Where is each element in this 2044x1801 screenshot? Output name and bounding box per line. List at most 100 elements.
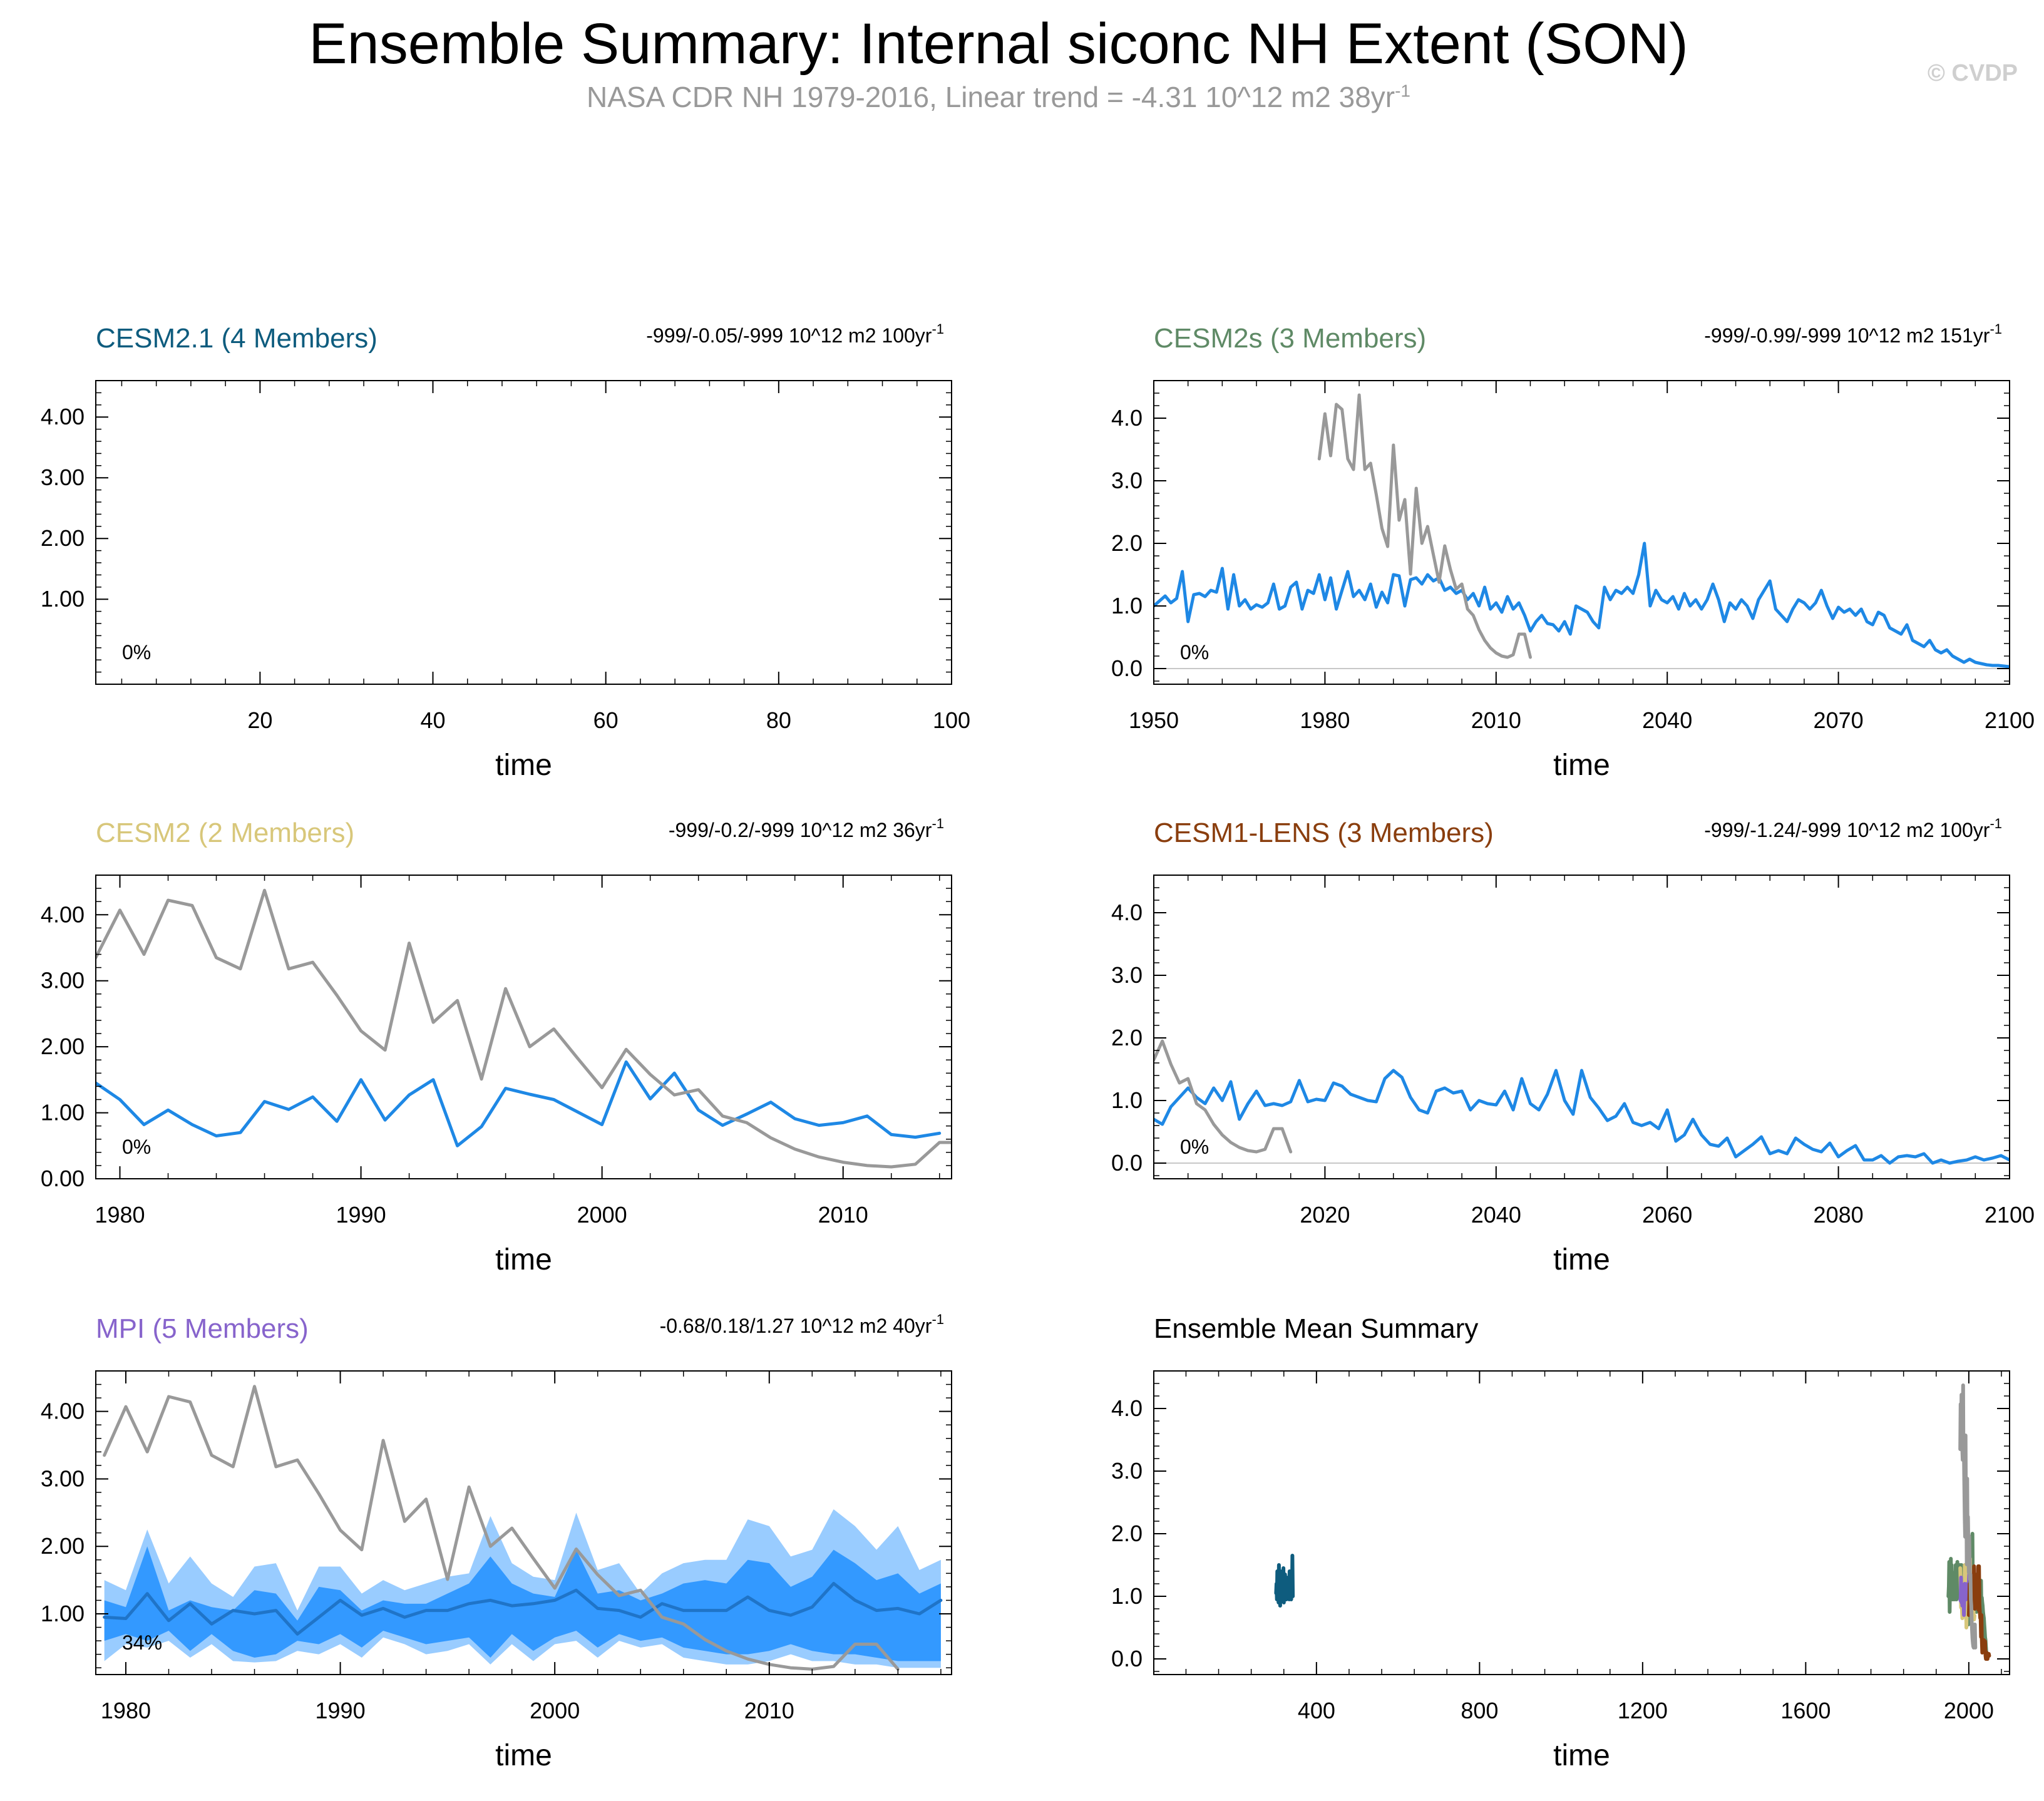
subtitle-text: NASA CDR NH 1979-2016, Linear trend = -4…: [586, 81, 1395, 113]
y-tick-label: 1.0: [1111, 593, 1143, 618]
x-tick-label: 40: [420, 707, 445, 733]
x-tick-label: 2010: [818, 1202, 868, 1228]
trend-exponent: -1: [1990, 321, 2002, 337]
y-tick-label: 3.00: [41, 968, 85, 993]
y-tick-label: 3.00: [41, 1465, 85, 1491]
y-tick-label: 2.00: [41, 1533, 85, 1559]
trend-exponent: -1: [932, 1311, 944, 1327]
x-axis-label: time: [1553, 1739, 1610, 1772]
y-tick-label: 4.0: [1111, 900, 1143, 925]
trend-label: -999/-0.99/-999 10^12 m2 151yr-1: [1704, 321, 2002, 347]
y-tick-label: 3.0: [1111, 468, 1143, 493]
y-tick-label: 4.0: [1111, 1395, 1143, 1421]
x-tick-label: 2010: [744, 1698, 794, 1723]
trend-label: -999/-1.24/-999 10^12 m2 100yr-1: [1704, 816, 2002, 841]
plot-area: [96, 888, 952, 1169]
series-line-nasa-cdr-nh: [103, 1385, 900, 1671]
figure-subtitle: NASA CDR NH 1979-2016, Linear trend = -4…: [0, 80, 1997, 114]
y-tick-label: 4.00: [41, 404, 85, 429]
plot-frame: [1153, 380, 2010, 685]
plot-frame: [1153, 1370, 2010, 1675]
percent-label: 0%: [1180, 641, 1209, 664]
x-tick-label: 1980: [95, 1202, 145, 1228]
plot-frame: [95, 1370, 952, 1675]
trend-value: -999/-0.99/-999 10^12 m2 151yr: [1704, 324, 1990, 347]
panel-mpi: MPI (5 Members) -0.68/0.18/1.27 10^12 m2 …: [41, 1311, 952, 1772]
x-tick-label: 1990: [316, 1698, 366, 1723]
y-tick-label: 2.00: [41, 525, 85, 551]
plot-area: [1274, 1383, 1991, 1661]
series-line-ensemble-mean: [1154, 541, 2010, 669]
subtitle-exponent: -1: [1395, 81, 1411, 101]
x-tick-label: 2080: [1814, 1202, 1864, 1228]
panel-title: MPI (5 Members): [96, 1313, 309, 1344]
x-tick-label: 20: [247, 707, 272, 733]
x-tick-label: 2000: [1944, 1698, 1994, 1723]
percent-label: 0%: [122, 1136, 151, 1158]
x-tick-label: 2100: [1985, 1202, 2035, 1228]
x-tick-label: 1990: [336, 1202, 386, 1228]
y-tick-label: 3.0: [1111, 1458, 1143, 1484]
panel-lens: CESM1-LENS (3 Members) -999/-1.24/-999 10…: [1111, 816, 2035, 1276]
plot-frame: [95, 875, 952, 1179]
x-tick-label: 2100: [1985, 707, 2035, 733]
panel-title: CESM2 (2 Members): [96, 818, 354, 848]
y-tick-label: 1.00: [41, 1601, 85, 1626]
percent-label: 0%: [122, 641, 151, 664]
y-tick-label: 2.0: [1111, 530, 1143, 556]
panel-cesm21: CESM2.1 (4 Members) -999/-0.05/-999 10^12…: [41, 321, 970, 782]
panel-title: CESM2s (3 Members): [1154, 323, 1426, 354]
y-tick-label: 4.00: [41, 901, 85, 927]
x-tick-label: 2060: [1642, 1202, 1692, 1228]
panel-title: Ensemble Mean Summary: [1154, 1313, 1478, 1344]
trend-value: -0.68/0.18/1.27 10^12 m2 40yr: [660, 1315, 932, 1337]
y-tick-label: 2.00: [41, 1034, 85, 1059]
x-tick-label: 2040: [1642, 707, 1692, 733]
y-tick-label: 1.00: [41, 586, 85, 612]
y-tick-label: 2.0: [1111, 1025, 1143, 1050]
x-tick-label: 60: [593, 707, 619, 733]
y-tick-label: 4.0: [1111, 405, 1143, 431]
percent-label: 0%: [1180, 1136, 1209, 1158]
x-tick-label: 1950: [1129, 707, 1179, 733]
y-tick-label: 0.00: [41, 1166, 85, 1191]
trend-label: -0.68/0.18/1.27 10^12 m2 40yr-1: [660, 1311, 944, 1337]
x-tick-label: 1980: [1300, 707, 1350, 733]
x-tick-label: 1980: [101, 1698, 151, 1723]
series-line-ensemble-mean: [1154, 1069, 2010, 1165]
y-tick-label: 3.00: [41, 464, 85, 490]
y-tick-label: 3.0: [1111, 962, 1143, 988]
y-tick-label: 0.0: [1111, 1150, 1143, 1176]
x-tick-label: 1200: [1618, 1698, 1668, 1723]
x-tick-label: 1600: [1780, 1698, 1831, 1723]
series-line-ensemble-mean: [103, 1582, 943, 1636]
x-tick-label: 2000: [530, 1698, 580, 1723]
x-axis-label: time: [1553, 1243, 1610, 1276]
plot-area: [1154, 393, 2010, 669]
series-line-ensemble-mean: [96, 1060, 942, 1147]
trend-value: -999/-0.2/-999 10^12 m2 36yr: [669, 819, 932, 841]
x-axis-label: time: [495, 1739, 552, 1772]
y-tick-label: 1.0: [1111, 1583, 1143, 1609]
plot-frame: [1153, 875, 2010, 1179]
plot-frame: [95, 380, 952, 685]
y-tick-label: 1.00: [41, 1100, 85, 1126]
panel-summary: Ensemble Mean Summary 400 800 1200 1600 2000 0…: [1111, 1313, 2010, 1772]
trend-exponent: -1: [1990, 816, 2002, 831]
panel-cesm2: CESM2 (2 Members) -999/-0.2/-999 10^12 m2…: [41, 816, 952, 1276]
trend-value: -999/-0.05/-999 10^12 m2 100yr: [646, 324, 932, 347]
x-tick-label: 400: [1298, 1698, 1335, 1723]
x-tick-label: 2000: [577, 1202, 627, 1228]
plot-area: [1154, 1039, 2010, 1165]
figure-title: Ensemble Summary: Internal siconc NH Ext…: [309, 12, 1688, 76]
x-tick-label: 800: [1461, 1698, 1498, 1723]
x-axis-label: time: [495, 1243, 552, 1276]
panel-cesm2s: CESM2s (3 Members) -999/-0.99/-999 10^12 …: [1111, 321, 2035, 782]
x-tick-label: 2070: [1814, 707, 1864, 733]
x-axis-label: time: [1553, 749, 1610, 782]
x-tick-label: 80: [766, 707, 791, 733]
series-line-nasa-cdr-nh: [1958, 1383, 1978, 1650]
trend-label: -999/-0.05/-999 10^12 m2 100yr-1: [646, 321, 944, 347]
percent-label: 34%: [122, 1631, 162, 1654]
